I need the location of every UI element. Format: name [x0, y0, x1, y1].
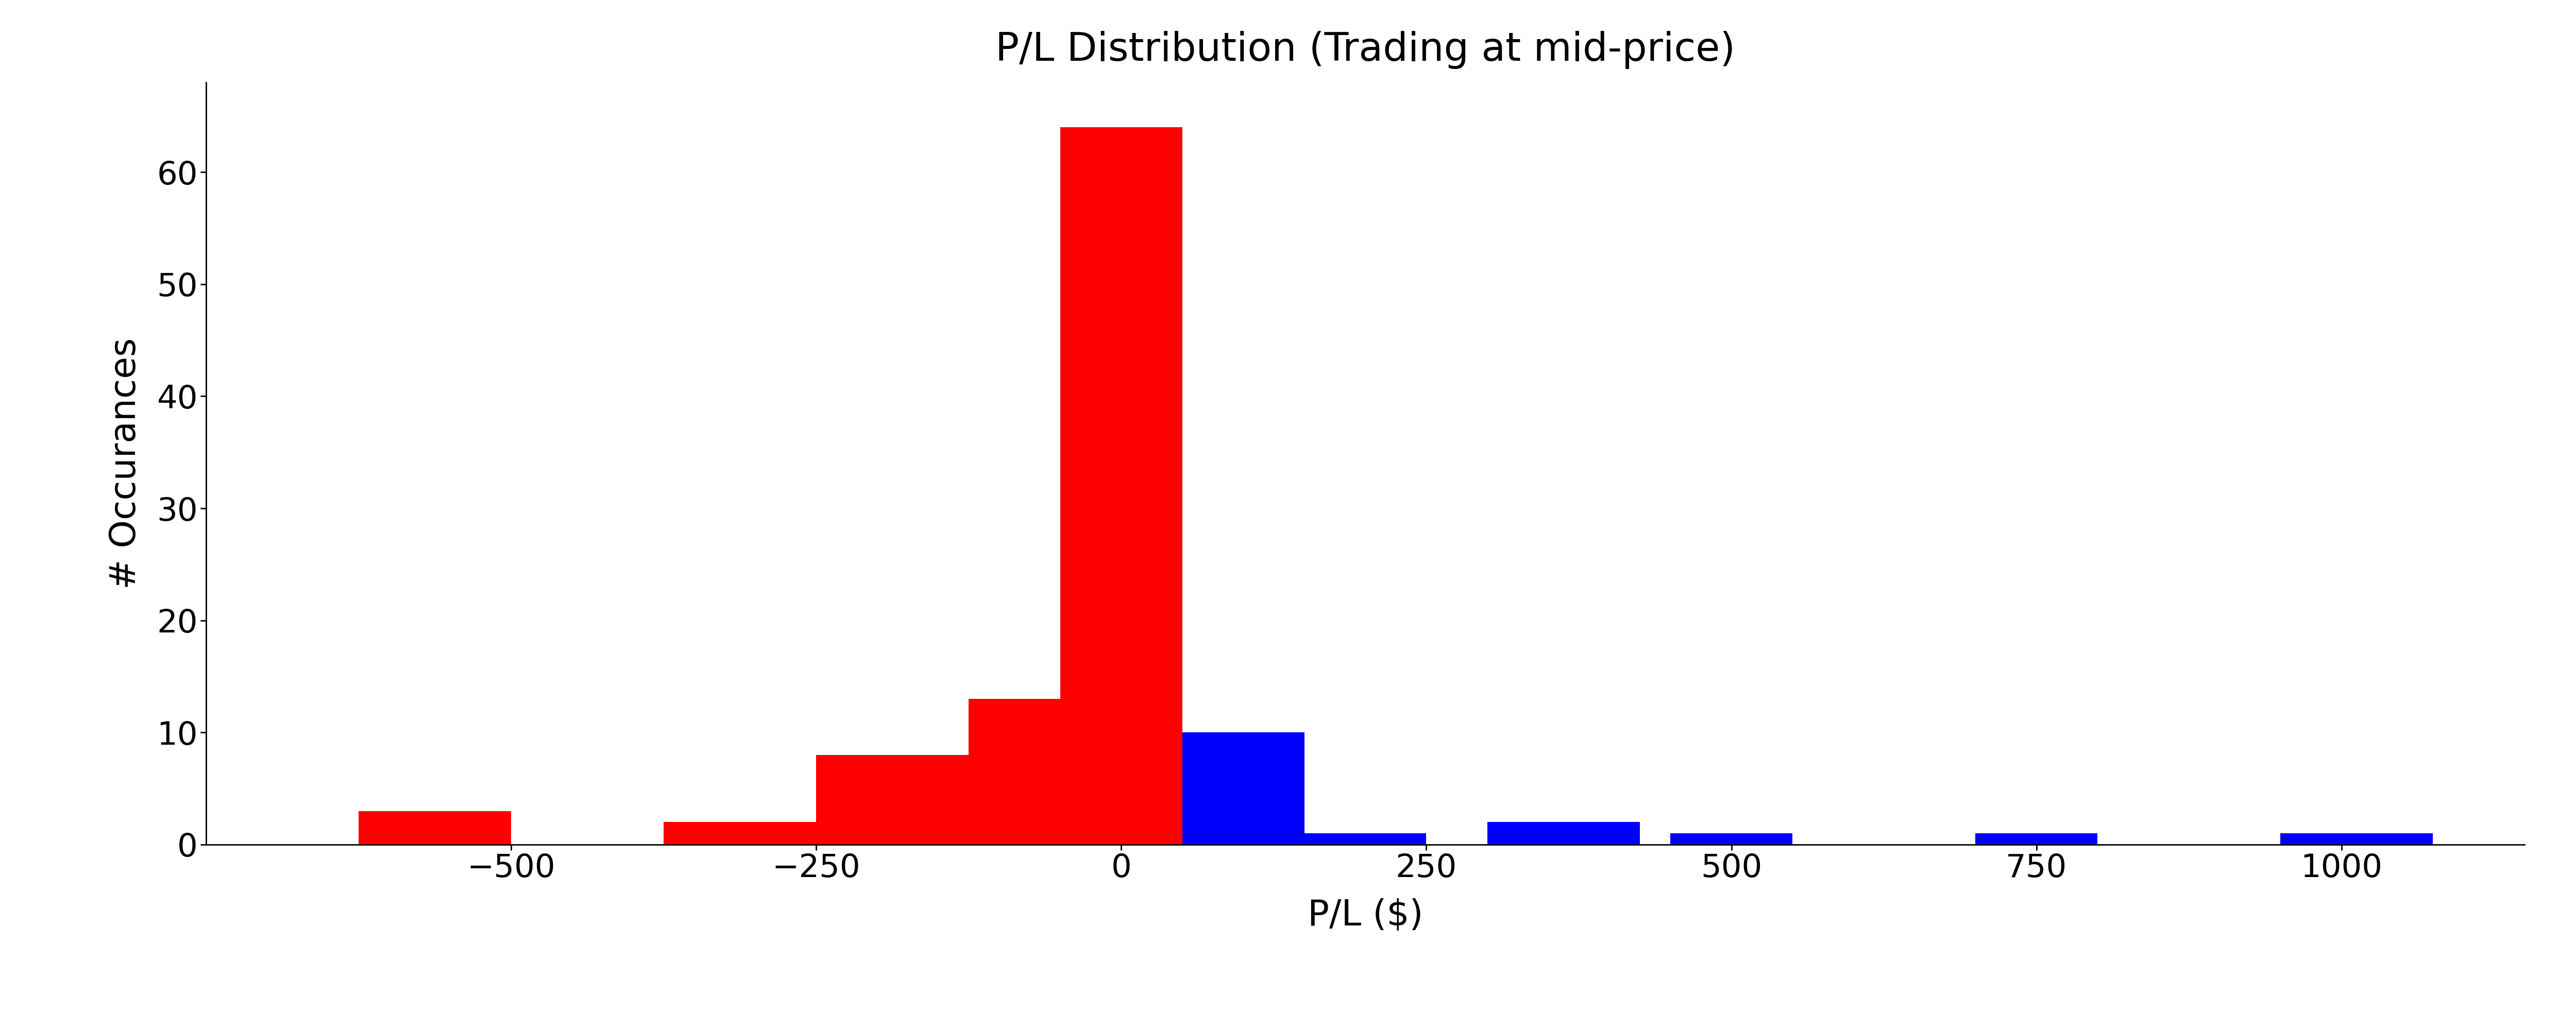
- Bar: [1669, 833, 1793, 845]
- Bar: [817, 755, 969, 845]
- X-axis label: P/L ($): P/L ($): [1309, 898, 1422, 932]
- Bar: [1303, 833, 1427, 845]
- Bar: [1061, 128, 1182, 845]
- Bar: [358, 811, 510, 845]
- Y-axis label: # Occurances: # Occurances: [108, 338, 142, 589]
- Bar: [1486, 822, 1641, 845]
- Bar: [665, 822, 817, 845]
- Bar: [2280, 833, 2432, 845]
- Bar: [969, 699, 1121, 845]
- Bar: [1976, 833, 2097, 845]
- Bar: [1182, 732, 1303, 845]
- Title: P/L Distribution (Trading at mid-price): P/L Distribution (Trading at mid-price): [994, 31, 1736, 69]
